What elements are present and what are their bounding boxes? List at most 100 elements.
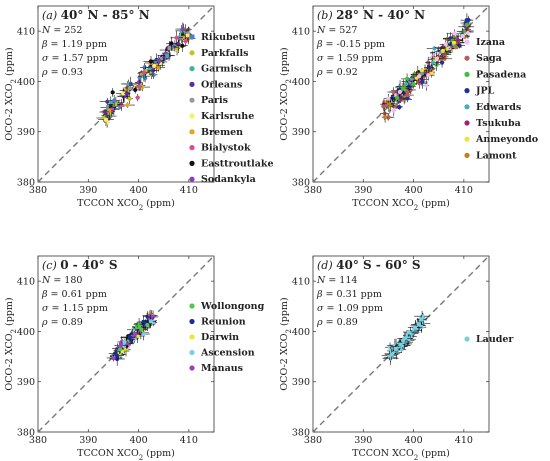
y-tick-label: 400 — [17, 327, 35, 338]
stat-line: N = 252 — [41, 25, 82, 36]
stat-line: σ = 1.15 ppm — [42, 303, 108, 314]
x-tick-label: 380 — [29, 185, 47, 196]
point-marker — [408, 87, 413, 93]
legend-label: Sodankyla — [201, 174, 256, 185]
y-tick-label: 390 — [17, 377, 35, 388]
point-marker — [420, 79, 425, 85]
point-marker — [416, 322, 421, 327]
x-tick-label: 380 — [304, 185, 322, 196]
panel-title: (a) 40° N - 85° N — [42, 8, 150, 22]
point-marker — [118, 347, 123, 352]
point-marker — [419, 325, 424, 330]
data-point — [137, 67, 150, 78]
legend-label: Bialystok — [201, 143, 251, 154]
legend-marker — [464, 55, 470, 61]
point-marker — [174, 35, 179, 40]
data-point — [170, 31, 183, 45]
data-point — [165, 41, 174, 56]
point-marker — [141, 70, 146, 75]
legend-label: Tsukuba — [476, 118, 521, 129]
x-axis-label: TCCON XCO2 (ppm) — [77, 198, 175, 212]
legend-marker — [464, 152, 470, 158]
legend-label: Manaus — [201, 363, 243, 374]
point-marker — [438, 56, 444, 61]
data-point — [439, 37, 452, 52]
stat-line: ρ = 0.93 — [41, 67, 83, 78]
y-tick-label: 410 — [292, 27, 310, 38]
point-marker — [180, 26, 185, 32]
point-marker — [465, 30, 471, 36]
panel-title: (c) 0 - 40° S — [42, 258, 117, 272]
point-marker — [406, 329, 411, 335]
data-point — [126, 93, 133, 104]
point-marker — [157, 58, 162, 63]
data-point — [407, 323, 423, 332]
data-point — [124, 332, 136, 342]
point-marker — [119, 102, 124, 108]
data-point — [110, 355, 117, 362]
panel-title: (b) 28° N - 40° N — [317, 8, 425, 22]
point-marker — [382, 115, 388, 120]
legend-marker — [189, 34, 195, 40]
point-marker — [403, 81, 409, 87]
point-marker — [464, 22, 469, 27]
x-tick-label: 380 — [29, 435, 47, 446]
x-tick-label: 410 — [455, 435, 473, 446]
point-marker — [398, 342, 403, 347]
point-marker — [135, 95, 140, 100]
legend-label: Lauder — [476, 334, 514, 345]
point-marker — [177, 35, 182, 40]
point-marker — [397, 105, 402, 110]
point-marker — [180, 43, 185, 48]
legend-label: Rikubetsu — [201, 32, 255, 43]
data-point — [136, 315, 150, 329]
point-marker — [107, 108, 112, 113]
data-point — [160, 52, 174, 59]
point-marker — [424, 83, 429, 88]
data-point — [166, 36, 177, 50]
stat-line: β = -0.15 ppm — [316, 39, 385, 50]
point-marker — [137, 75, 142, 80]
x-tick-label: 410 — [180, 185, 198, 196]
y-tick-label: 380 — [17, 428, 35, 439]
data-point — [404, 89, 411, 95]
point-marker — [381, 104, 386, 109]
legend-marker — [189, 160, 195, 166]
legend-marker — [464, 88, 470, 94]
data-point — [98, 113, 114, 127]
data-point — [121, 339, 128, 345]
panel-4: 380 390 400 410 380 390 400 410 TCCON XCO2 (ppm)… — [279, 255, 514, 461]
legend-marker — [464, 39, 470, 45]
legend-marker — [189, 365, 195, 371]
point-marker — [451, 40, 457, 45]
point-marker — [118, 343, 123, 348]
point-marker — [461, 29, 466, 34]
legend-label: Anmeyondo — [475, 134, 538, 145]
point-marker — [122, 339, 127, 345]
point-marker — [452, 31, 457, 36]
point-marker — [460, 33, 465, 39]
point-marker — [151, 72, 156, 77]
data-point — [394, 86, 405, 98]
point-marker — [127, 96, 132, 101]
point-marker — [150, 314, 156, 320]
legend-marker — [464, 336, 470, 342]
y-tick-label: 400 — [292, 77, 310, 88]
legend-marker — [189, 97, 195, 103]
point-marker — [133, 87, 138, 93]
legend-marker — [189, 145, 195, 151]
data-point — [135, 93, 141, 102]
point-marker — [389, 352, 394, 357]
point-marker — [386, 96, 391, 101]
stat-line: ρ = 0.89 — [41, 317, 83, 328]
data-point — [462, 22, 472, 28]
point-marker — [137, 84, 142, 89]
point-marker — [103, 117, 109, 122]
data-point — [126, 82, 134, 94]
data-point — [417, 75, 428, 89]
legend-label: Ascension — [200, 348, 255, 359]
point-marker — [405, 89, 410, 95]
point-marker — [434, 57, 439, 62]
x-tick-label: 410 — [180, 435, 198, 446]
